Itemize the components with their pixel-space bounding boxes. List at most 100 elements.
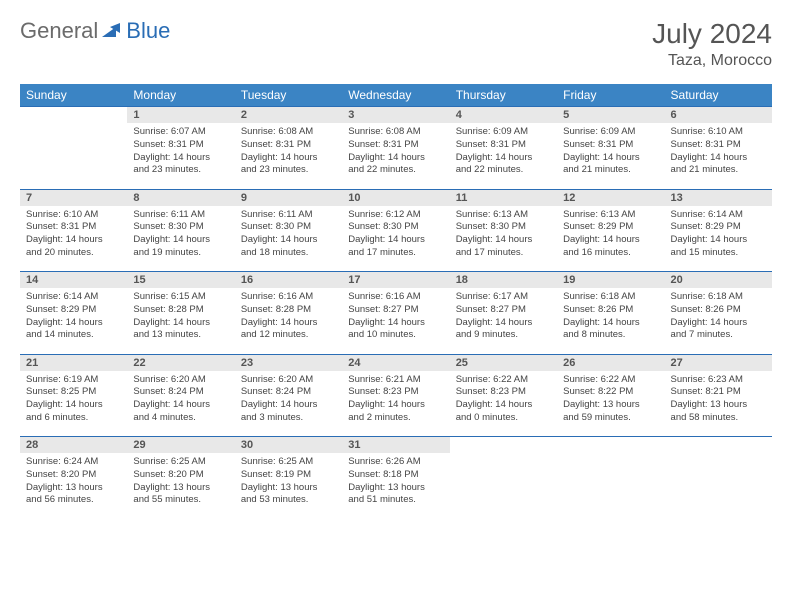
daylight-text: Daylight: 13 hours: [241, 482, 336, 495]
day-number: 20: [665, 272, 772, 289]
daylight-text: and 3 minutes.: [241, 412, 336, 425]
weekday-header: Wednesday: [342, 84, 449, 107]
day-cell: Sunrise: 6:18 AMSunset: 8:26 PMDaylight:…: [557, 288, 664, 354]
weekday-header: Friday: [557, 84, 664, 107]
sunset-text: Sunset: 8:31 PM: [133, 139, 228, 152]
sunset-text: Sunset: 8:30 PM: [241, 221, 336, 234]
daylight-text: and 56 minutes.: [26, 494, 121, 507]
day-number: 19: [557, 272, 664, 289]
sunset-text: Sunset: 8:25 PM: [26, 386, 121, 399]
daylight-text: Daylight: 13 hours: [671, 399, 766, 412]
logo-icon: [102, 21, 124, 42]
sunset-text: Sunset: 8:18 PM: [348, 469, 443, 482]
sunrise-text: Sunrise: 6:22 AM: [563, 374, 658, 387]
weekday-header: Tuesday: [235, 84, 342, 107]
sunrise-text: Sunrise: 6:16 AM: [241, 291, 336, 304]
daylight-text: Daylight: 14 hours: [241, 234, 336, 247]
day-number: [450, 437, 557, 454]
daylight-text: and 9 minutes.: [456, 329, 551, 342]
daylight-text: and 53 minutes.: [241, 494, 336, 507]
sunrise-text: Sunrise: 6:08 AM: [241, 126, 336, 139]
day-number: 6: [665, 107, 772, 124]
day-number: 15: [127, 272, 234, 289]
daylight-text: Daylight: 14 hours: [456, 152, 551, 165]
day-number: 24: [342, 354, 449, 371]
sunset-text: Sunset: 8:28 PM: [241, 304, 336, 317]
day-cell: Sunrise: 6:11 AMSunset: 8:30 PMDaylight:…: [235, 206, 342, 272]
day-content-row: Sunrise: 6:24 AMSunset: 8:20 PM Daylight:…: [20, 453, 772, 519]
calendar-table: Sunday Monday Tuesday Wednesday Thursday…: [20, 84, 772, 519]
sunset-text: Sunset: 8:31 PM: [348, 139, 443, 152]
daylight-text: and 55 minutes.: [133, 494, 228, 507]
daylight-text: and 0 minutes.: [456, 412, 551, 425]
daylight-text: Daylight: 14 hours: [133, 399, 228, 412]
sunrise-text: Sunrise: 6:17 AM: [456, 291, 551, 304]
sunset-text: Sunset: 8:26 PM: [671, 304, 766, 317]
sunrise-text: Sunrise: 6:26 AM: [348, 456, 443, 469]
sunrise-text: Sunrise: 6:18 AM: [671, 291, 766, 304]
sunset-text: Sunset: 8:31 PM: [26, 221, 121, 234]
daylight-text: Daylight: 14 hours: [348, 152, 443, 165]
daylight-text: and 19 minutes.: [133, 247, 228, 260]
daylight-text: Daylight: 14 hours: [671, 152, 766, 165]
day-content-row: Sunrise: 6:07 AMSunset: 8:31 PMDaylight:…: [20, 123, 772, 189]
day-cell: Sunrise: 6:16 AMSunset: 8:27 PMDaylight:…: [342, 288, 449, 354]
daylight-text: and 17 minutes.: [456, 247, 551, 260]
day-cell: Sunrise: 6:24 AMSunset: 8:20 PMDaylight:…: [20, 453, 127, 519]
daylight-text: and 59 minutes.: [563, 412, 658, 425]
day-number-row: 28293031: [20, 437, 772, 454]
weekday-header: Saturday: [665, 84, 772, 107]
day-number: 5: [557, 107, 664, 124]
weekday-header: Thursday: [450, 84, 557, 107]
daylight-text: and 51 minutes.: [348, 494, 443, 507]
sunset-text: Sunset: 8:31 PM: [241, 139, 336, 152]
day-number-row: 21222324252627: [20, 354, 772, 371]
day-number: [665, 437, 772, 454]
day-cell: Sunrise: 6:19 AMSunset: 8:25 PMDaylight:…: [20, 371, 127, 437]
day-cell: Sunrise: 6:09 AMSunset: 8:31 PMDaylight:…: [557, 123, 664, 189]
daylight-text: and 23 minutes.: [133, 164, 228, 177]
daylight-text: and 18 minutes.: [241, 247, 336, 260]
sunset-text: Sunset: 8:27 PM: [348, 304, 443, 317]
daylight-text: Daylight: 14 hours: [563, 152, 658, 165]
day-cell: Sunrise: 6:12 AMSunset: 8:30 PMDaylight:…: [342, 206, 449, 272]
day-cell: Sunrise: 6:22 AMSunset: 8:22 PMDaylight:…: [557, 371, 664, 437]
daylight-text: and 17 minutes.: [348, 247, 443, 260]
day-number: 23: [235, 354, 342, 371]
day-cell: Sunrise: 6:26 AMSunset: 8:18 PMDaylight:…: [342, 453, 449, 519]
daylight-text: and 58 minutes.: [671, 412, 766, 425]
sunset-text: Sunset: 8:23 PM: [456, 386, 551, 399]
sunset-text: Sunset: 8:23 PM: [348, 386, 443, 399]
day-number: 1: [127, 107, 234, 124]
day-number: 27: [665, 354, 772, 371]
sunrise-text: Sunrise: 6:14 AM: [26, 291, 121, 304]
day-number: 31: [342, 437, 449, 454]
sunset-text: Sunset: 8:21 PM: [671, 386, 766, 399]
daylight-text: Daylight: 13 hours: [133, 482, 228, 495]
day-number: 4: [450, 107, 557, 124]
sunset-text: Sunset: 8:30 PM: [133, 221, 228, 234]
daylight-text: Daylight: 14 hours: [133, 234, 228, 247]
day-number: 17: [342, 272, 449, 289]
day-cell: Sunrise: 6:07 AMSunset: 8:31 PMDaylight:…: [127, 123, 234, 189]
sunset-text: Sunset: 8:29 PM: [563, 221, 658, 234]
daylight-text: Daylight: 14 hours: [133, 317, 228, 330]
weekday-header: Sunday: [20, 84, 127, 107]
sunrise-text: Sunrise: 6:10 AM: [26, 209, 121, 222]
daylight-text: Daylight: 14 hours: [671, 317, 766, 330]
sunrise-text: Sunrise: 6:13 AM: [563, 209, 658, 222]
sunset-text: Sunset: 8:20 PM: [26, 469, 121, 482]
sunset-text: Sunset: 8:24 PM: [133, 386, 228, 399]
sunset-text: Sunset: 8:19 PM: [241, 469, 336, 482]
sunrise-text: Sunrise: 6:11 AM: [133, 209, 228, 222]
sunrise-text: Sunrise: 6:20 AM: [133, 374, 228, 387]
sunset-text: Sunset: 8:28 PM: [133, 304, 228, 317]
sunrise-text: Sunrise: 6:09 AM: [456, 126, 551, 139]
day-number: 7: [20, 189, 127, 206]
day-number-row: 14151617181920: [20, 272, 772, 289]
day-cell: [665, 453, 772, 519]
daylight-text: and 16 minutes.: [563, 247, 658, 260]
sunrise-text: Sunrise: 6:19 AM: [26, 374, 121, 387]
day-cell: Sunrise: 6:18 AMSunset: 8:26 PMDaylight:…: [665, 288, 772, 354]
sunrise-text: Sunrise: 6:24 AM: [26, 456, 121, 469]
